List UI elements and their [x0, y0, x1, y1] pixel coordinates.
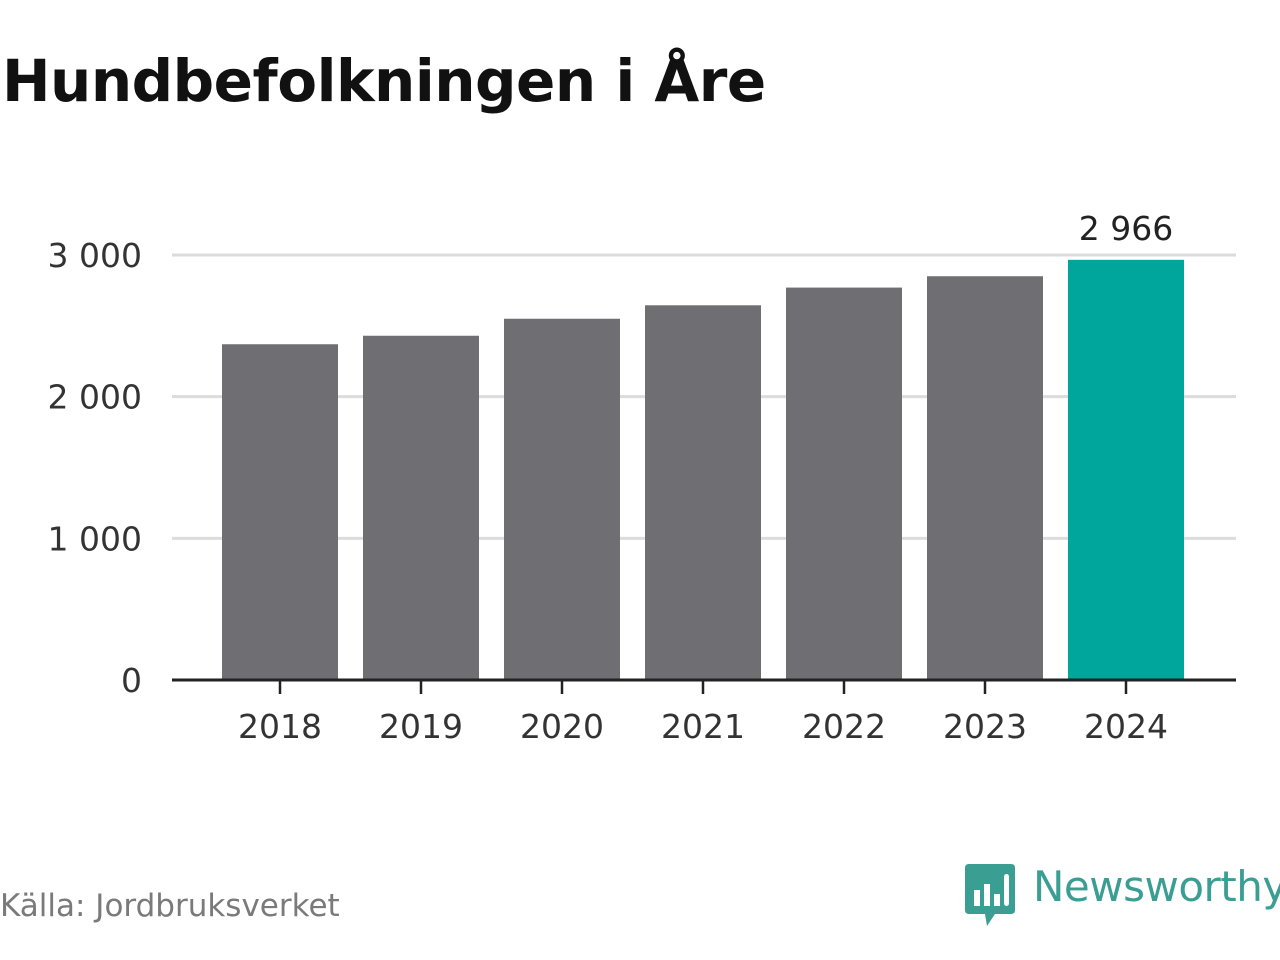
- source-note: Källa: Jordbruksverket: [0, 888, 340, 924]
- bar-chart: 0 1 000 2 000 3 000 2018 2019 2020 2021 2022 2023…: [48, 209, 1236, 746]
- bar-2019: [363, 335, 479, 680]
- y-tick-label: 3 000: [48, 236, 142, 275]
- x-tick-label: 2024: [1084, 707, 1168, 746]
- x-tick-label: 2019: [379, 707, 463, 746]
- x-tick-label: 2023: [943, 707, 1027, 746]
- bar-2021: [645, 305, 761, 680]
- bars: [222, 259, 1184, 680]
- chart-title: Hundbefolkningen i Åre: [2, 47, 766, 115]
- bar-2018: [222, 344, 338, 680]
- brand-logo: Newsworthy: [965, 862, 1280, 928]
- y-tick-label: 2 000: [48, 378, 142, 417]
- y-tick-label: 0: [121, 661, 142, 700]
- x-tick-label: 2021: [661, 707, 745, 746]
- brand-name: Newsworthy: [1033, 862, 1280, 911]
- bar-2023: [927, 276, 1043, 680]
- data-label: 2 966: [1079, 209, 1173, 248]
- x-tick-label: 2020: [520, 707, 604, 746]
- x-axis: [172, 678, 1236, 694]
- bar-2022: [786, 287, 902, 680]
- x-tick-label: 2022: [802, 707, 886, 746]
- y-tick-label: 1 000: [48, 519, 142, 558]
- bar-2024: [1068, 259, 1184, 680]
- labels: 0 1 000 2 000 3 000 2018 2019 2020 2021 2022 2023…: [48, 209, 1174, 746]
- speech-bubble-bar-chart-icon: [965, 864, 1015, 926]
- x-tick-label: 2018: [238, 707, 322, 746]
- bar-2020: [504, 318, 620, 680]
